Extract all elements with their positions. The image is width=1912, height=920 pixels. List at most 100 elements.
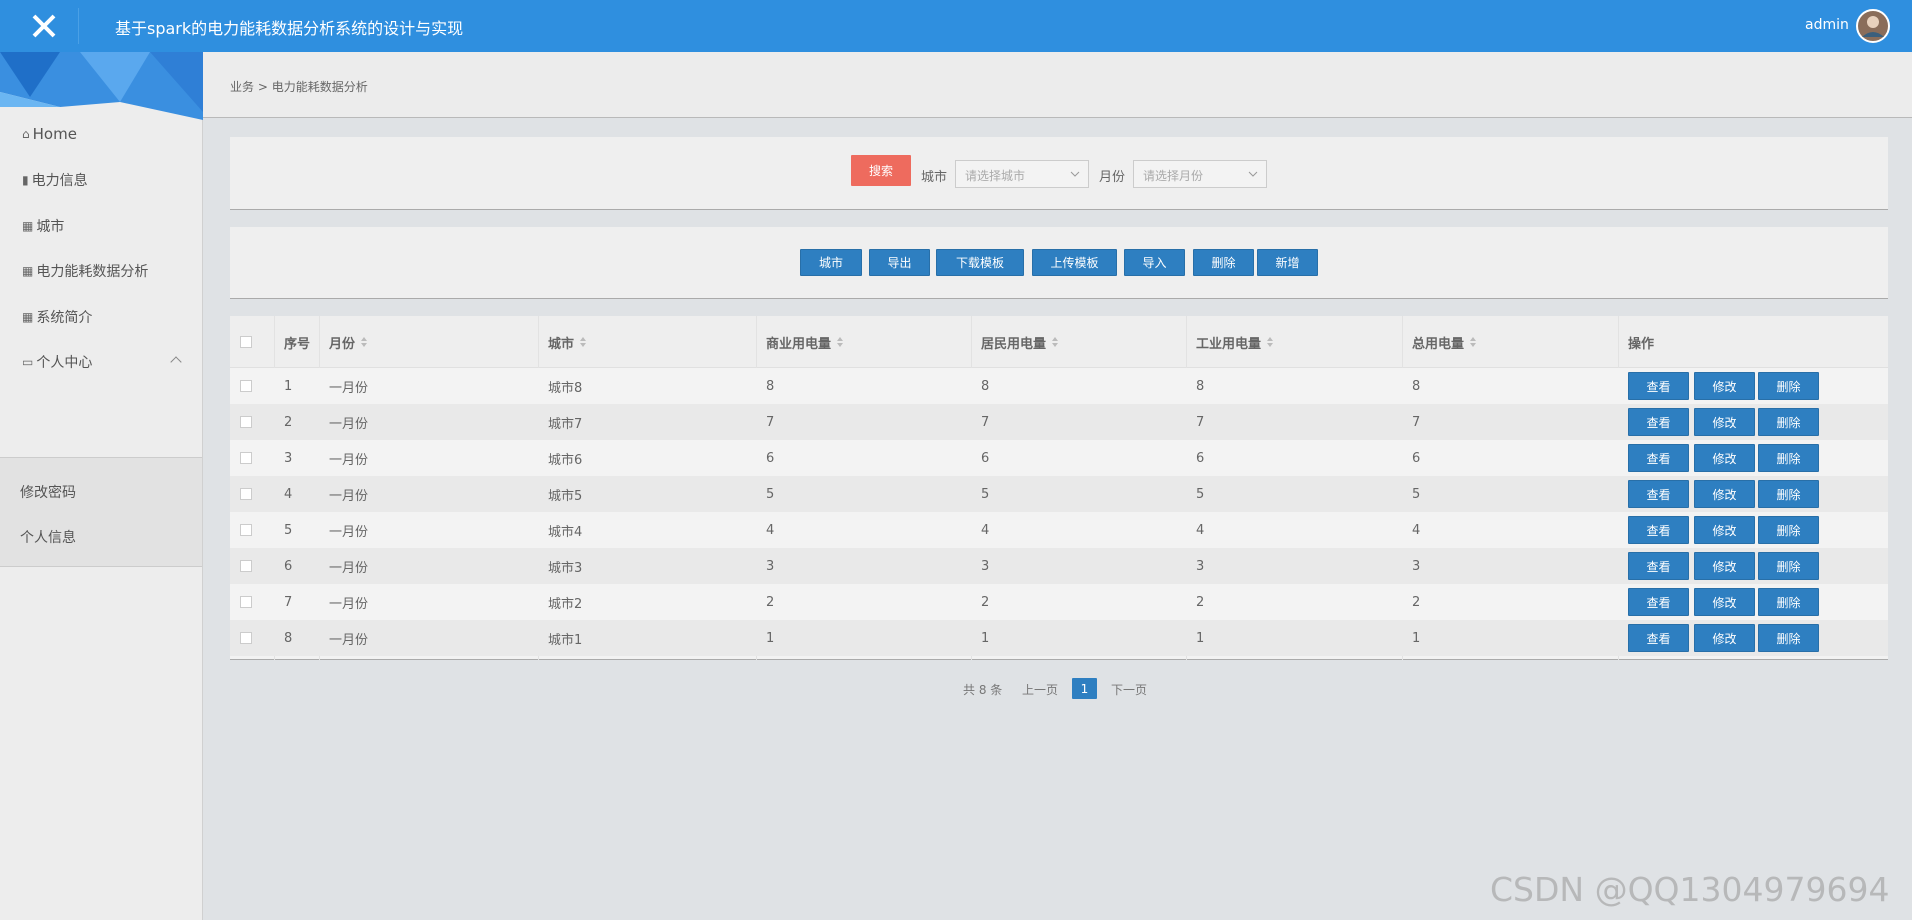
column-header[interactable]: 居民用电量: [971, 316, 1186, 368]
column-header[interactable]: 序号: [274, 316, 319, 368]
menu-item[interactable]: ▦ 城市: [22, 216, 192, 236]
avatar[interactable]: [1856, 9, 1890, 43]
city-select[interactable]: 请选择城市: [955, 160, 1089, 188]
table-cell: 城市6: [548, 452, 583, 468]
menu-item[interactable]: ▦ 电力能耗数据分析: [22, 261, 192, 281]
prev-page[interactable]: 上一页: [1022, 683, 1059, 697]
action-button[interactable]: 删除: [1758, 408, 1819, 436]
checkbox[interactable]: [240, 560, 252, 572]
toolbar-button[interactable]: 下载模板: [936, 249, 1024, 276]
table-cell: 6: [1196, 450, 1205, 466]
breadcrumb: 业务 > 电力能耗数据分析: [230, 80, 368, 94]
toolbar-button[interactable]: 上传模板: [1032, 249, 1117, 276]
table-cell: 6: [1412, 450, 1421, 466]
action-button[interactable]: 修改: [1694, 444, 1755, 472]
action-button[interactable]: 修改: [1694, 588, 1755, 616]
table-row: [230, 368, 1888, 404]
crumb[interactable]: 业务: [230, 80, 255, 94]
table-cell: 5: [766, 486, 775, 502]
column-header[interactable]: 月份: [319, 316, 538, 368]
action-button[interactable]: 删除: [1758, 444, 1819, 472]
table-cell: 5: [1196, 486, 1205, 502]
menu-item[interactable]: ▭ 个人中心: [22, 352, 192, 372]
action-button[interactable]: 查看: [1628, 372, 1689, 400]
checkbox[interactable]: [240, 488, 252, 500]
menu-label: 城市: [36, 219, 65, 235]
table-cell: 城市7: [548, 416, 583, 432]
app-title: 基于spark的电力能耗数据分析系统的设计与实现: [115, 19, 464, 38]
menu-item[interactable]: ▦ 系统简介: [22, 307, 192, 327]
header-label: 城市: [548, 336, 575, 352]
action-button[interactable]: 修改: [1694, 552, 1755, 580]
action-button[interactable]: 删除: [1758, 372, 1819, 400]
checkbox[interactable]: [240, 632, 252, 644]
column-header[interactable]: 城市: [538, 316, 756, 368]
action-button[interactable]: 查看: [1628, 516, 1689, 544]
action-button[interactable]: 删除: [1758, 588, 1819, 616]
action-button[interactable]: 删除: [1758, 480, 1819, 508]
action-button[interactable]: 删除: [1758, 516, 1819, 544]
table-cell: 1: [981, 630, 990, 646]
label: 城市: [921, 170, 948, 185]
toolbar-button[interactable]: 删除: [1193, 249, 1254, 276]
toolbar-button[interactable]: 导出: [869, 249, 930, 276]
action-button[interactable]: 修改: [1694, 624, 1755, 652]
submenu-item[interactable]: 个人信息: [20, 530, 76, 546]
sidebar: ⌂ Home ▮ 电力信息 ▦ 城市 ▦ 电力能耗数据分析 ▦ 系统简介 ▭ 个人中心修改密码个人信息: [0, 52, 203, 920]
action-button[interactable]: 查看: [1628, 408, 1689, 436]
checkbox[interactable]: [240, 524, 252, 536]
action-button[interactable]: 查看: [1628, 588, 1689, 616]
header-label: 居民用电量: [981, 336, 1047, 352]
next-page[interactable]: 下一页: [1111, 683, 1148, 697]
menu-item[interactable]: ▮ 电力信息: [22, 170, 192, 190]
action-button[interactable]: 查看: [1628, 480, 1689, 508]
month-select[interactable]: 请选择月份: [1133, 160, 1267, 188]
table-row: [230, 440, 1888, 476]
toolbar-button[interactable]: 城市: [800, 249, 862, 276]
table-cell: 3: [1412, 558, 1421, 574]
table-cell: 4: [1412, 522, 1421, 538]
action-button[interactable]: 查看: [1628, 624, 1689, 652]
table-cell: 3: [981, 558, 990, 574]
table-cell: 一月份: [329, 488, 369, 504]
menu-label: 电力能耗数据分析: [36, 264, 149, 280]
action-button[interactable]: 删除: [1758, 624, 1819, 652]
checkbox[interactable]: [240, 380, 252, 392]
table-cell: 一月份: [329, 452, 369, 468]
table-cell: 一月份: [329, 632, 369, 648]
column-header[interactable]: 工业用电量: [1186, 316, 1402, 368]
username[interactable]: admin: [1805, 17, 1849, 33]
checkbox[interactable]: [240, 452, 252, 464]
menu-item[interactable]: ⌂ Home: [22, 125, 192, 143]
table-cell: 一月份: [329, 416, 369, 432]
submenu-item[interactable]: 修改密码: [20, 485, 76, 501]
column-header[interactable]: 总用电量: [1402, 316, 1618, 368]
page-current[interactable]: 1: [1072, 678, 1097, 699]
checkbox[interactable]: [240, 336, 252, 348]
toolbar-button[interactable]: 新增: [1257, 249, 1318, 276]
menu-label: 电力信息: [31, 173, 88, 189]
table-cell: 8: [1412, 378, 1421, 394]
menu-icon: ⌂: [22, 127, 30, 141]
table-cell: 4: [284, 486, 293, 502]
table-cell: 城市4: [548, 524, 583, 540]
search-button[interactable]: 搜索: [851, 155, 911, 186]
table-cell: 城市3: [548, 560, 583, 576]
action-button[interactable]: 查看: [1628, 444, 1689, 472]
table-cell: 2: [1196, 594, 1205, 610]
action-button[interactable]: 修改: [1694, 516, 1755, 544]
action-button[interactable]: 修改: [1694, 372, 1755, 400]
table-cell: 8: [981, 378, 990, 394]
action-button[interactable]: 删除: [1758, 552, 1819, 580]
table-cell: 城市5: [548, 488, 583, 504]
action-button[interactable]: 修改: [1694, 408, 1755, 436]
close-icon[interactable]: [30, 12, 58, 40]
checkbox[interactable]: [240, 416, 252, 428]
action-button[interactable]: 修改: [1694, 480, 1755, 508]
toolbar-button[interactable]: 导入: [1124, 249, 1185, 276]
action-button[interactable]: 查看: [1628, 552, 1689, 580]
header-label: 商业用电量: [766, 336, 832, 352]
checkbox[interactable]: [240, 596, 252, 608]
column-header[interactable]: 商业用电量: [756, 316, 971, 368]
